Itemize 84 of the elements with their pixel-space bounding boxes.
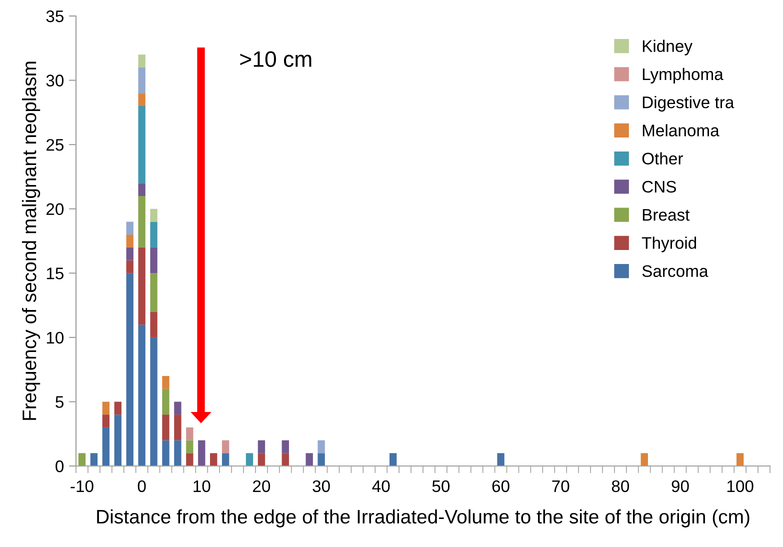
y-tick-label: 20: [46, 203, 64, 216]
y-tick-label: 30: [46, 74, 64, 86]
bar: [162, 440, 170, 466]
bar: [389, 453, 397, 466]
legend-label: Kidney: [642, 40, 692, 56]
bar: [186, 453, 194, 466]
x-tick-label: 70: [552, 480, 570, 492]
bar: [497, 453, 504, 466]
bar: [138, 106, 146, 184]
bar: [90, 453, 98, 466]
legend-label: Digestive tra: [642, 96, 734, 112]
legend-label: Breast: [642, 209, 690, 221]
bar: [138, 183, 146, 196]
bar: [162, 388, 170, 415]
bar: [114, 402, 122, 415]
bar: [162, 376, 170, 389]
y-axis-title: Frequency of second malignant neoplasm: [22, 62, 40, 420]
x-tick-label: 10: [194, 480, 210, 492]
bar: [78, 453, 86, 466]
x-tick-label: 40: [372, 480, 390, 492]
y-tick-label: 25: [46, 138, 64, 151]
legend-label: Melanoma: [642, 124, 720, 136]
bar: [318, 453, 325, 466]
bar: [282, 453, 289, 466]
bar: [102, 414, 110, 428]
x-tick-label: 50: [432, 480, 450, 492]
x-tick-label: 90: [672, 480, 689, 492]
bar: [150, 247, 158, 274]
bar: [138, 324, 146, 466]
y-tick-label: 15: [46, 268, 64, 280]
x-tick-label: 60: [492, 480, 510, 492]
bar: [126, 234, 134, 248]
bar: [102, 427, 110, 466]
bar: [174, 402, 182, 415]
bar: [640, 453, 648, 466]
legend-label: Other: [642, 152, 683, 165]
bar: [258, 440, 266, 454]
bar: [126, 247, 134, 260]
x-tick-label: 80: [612, 480, 630, 492]
bar: [282, 440, 289, 454]
bar: [150, 208, 158, 222]
y-tick-label: 5: [56, 396, 64, 408]
bar: [162, 414, 170, 440]
bar: [210, 453, 218, 466]
bar: [126, 222, 134, 235]
x-tick-label: 0: [138, 480, 146, 492]
bar: [102, 402, 110, 415]
y-tick-label: 35: [46, 10, 64, 22]
bar: [114, 414, 122, 466]
bar: [174, 414, 182, 440]
x-axis-title: Distance from the edge of the Irradiated-Volume to the site of the origin (cm): [97, 509, 750, 528]
bar: [318, 440, 325, 454]
x-tick-label: 20: [253, 480, 270, 492]
bar: [138, 196, 146, 248]
legend-label: CNS: [642, 180, 676, 193]
bar: [306, 453, 313, 466]
bar: [222, 440, 230, 454]
y-tick-label: 0: [56, 460, 64, 472]
annotation: >10 cm: [240, 51, 312, 67]
bar: [138, 93, 146, 106]
bar: [186, 440, 194, 454]
bar: [736, 453, 744, 466]
bar: [198, 440, 206, 466]
bar: [138, 67, 146, 94]
legend-label: Lymphoma: [642, 68, 724, 84]
legend-label: Thyroid: [642, 236, 696, 252]
bar: [186, 427, 194, 440]
bar: [138, 247, 146, 325]
bar: [126, 273, 134, 466]
x-tick-label: 100: [727, 480, 754, 492]
bar: [126, 260, 134, 274]
bar: [258, 453, 266, 466]
bar: [150, 222, 158, 248]
x-tick-label: -10: [70, 480, 94, 492]
legend-label: Sarcoma: [642, 265, 708, 278]
bar: [246, 453, 254, 466]
bar: [150, 337, 158, 466]
bar: [222, 453, 230, 466]
bar: [138, 54, 146, 68]
y-tick-label: 10: [46, 332, 64, 344]
bar: [150, 273, 158, 312]
bar: [150, 312, 158, 338]
x-tick-label: 30: [312, 480, 330, 492]
bar: [174, 440, 182, 466]
